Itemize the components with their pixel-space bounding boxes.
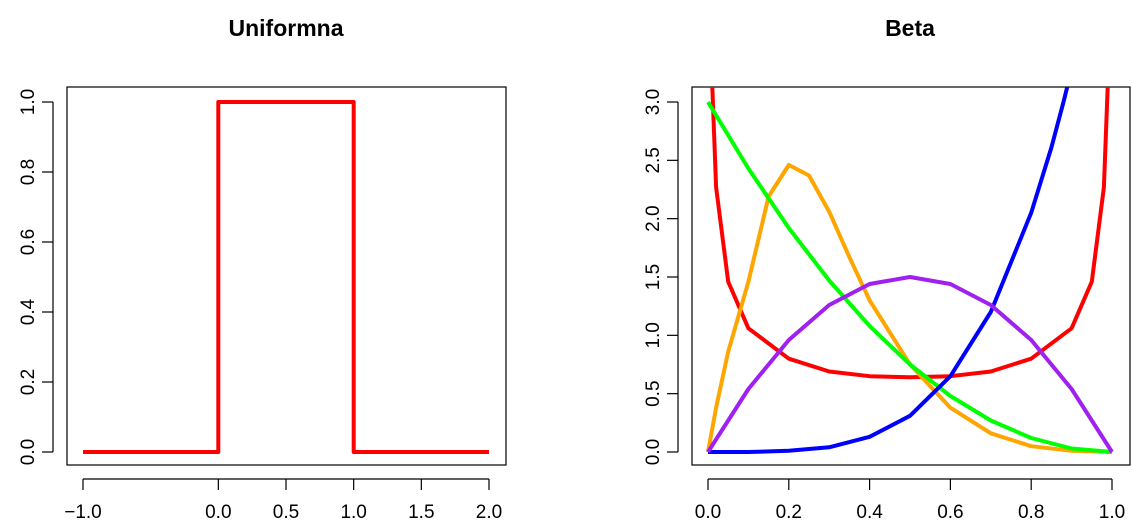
uniform-x-tick-label: 0.0 — [205, 502, 231, 521]
uniform-y-tick-label: 0.8 — [18, 159, 39, 185]
uniform-y-tick-label: 0.6 — [18, 229, 39, 255]
uniform-x-tick-label: 2.0 — [476, 502, 502, 521]
beta-series-line-2 — [706, 100, 1113, 454]
uniform-series-line-0 — [83, 100, 489, 454]
beta-x-tick-label: 0.8 — [1018, 502, 1044, 521]
beta-series-line-1 — [706, 163, 1113, 454]
beta-series-line-4 — [706, 275, 1114, 454]
beta-y-tick-label: 2.5 — [643, 147, 664, 173]
uniform-x-tick-label: −1.0 — [64, 502, 102, 521]
uniform-title: Uniformna — [229, 15, 344, 41]
beta-y-tick-label: 2.0 — [643, 205, 664, 231]
beta-x-tick-label: 0.2 — [776, 502, 802, 521]
uniform-y-tick-label: 0.2 — [18, 369, 39, 395]
beta-y-tick-label: 0.0 — [643, 439, 664, 465]
beta-y-tick-label: 1.0 — [643, 322, 664, 348]
uniform-y-tick-label: 0.4 — [18, 298, 39, 325]
beta-series-line-3 — [708, 87, 1070, 454]
beta-plot-frame — [691, 86, 1131, 466]
beta-series-line-0 — [710, 87, 1110, 380]
uniform-lines — [83, 100, 489, 454]
beta-lines — [706, 87, 1114, 454]
uniform-y-tick-label: 1.0 — [18, 89, 39, 115]
beta-axes: 0.0 0.2 0.4 0.6 0.8 1.0 0.0 0.5 1.0 1.5 2.0 2.5 3.0 — [643, 89, 1125, 521]
uniform-x-tick-label: 0.5 — [273, 502, 299, 521]
uniform-axes: −1.0 0.0 0.5 1.0 1.5 2.0 0.0 0.2 0.4 0.6 0.8 1.0 — [18, 89, 502, 521]
uniform-y-tick-label: 0.0 — [18, 439, 39, 465]
beta-title: Beta — [885, 15, 935, 41]
beta-y-tick-label: 0.5 — [643, 380, 664, 406]
uniform-x-tick-label: 1.0 — [340, 502, 366, 521]
uniform-plot-frame — [66, 86, 507, 466]
uniform-x-tick-label: 1.5 — [408, 502, 434, 521]
uniform-panel: Uniformna −1.0 0.0 0.5 1.0 1.5 2.0 0.0 0.2 0.4 0.… — [18, 15, 507, 521]
beta-y-tick-label: 1.5 — [643, 264, 664, 290]
beta-panel: Beta 0.0 0.2 0.4 0.6 0.8 1.0 0.0 0.5 1.0 1.5 2.0 2.… — [643, 15, 1131, 521]
beta-x-tick-label: 1.0 — [1099, 502, 1125, 521]
beta-x-tick-label: 0.4 — [856, 502, 883, 521]
beta-x-tick-label: 0.6 — [937, 502, 963, 521]
beta-y-tick-label: 3.0 — [643, 89, 664, 115]
beta-x-tick-label: 0.0 — [695, 502, 721, 521]
